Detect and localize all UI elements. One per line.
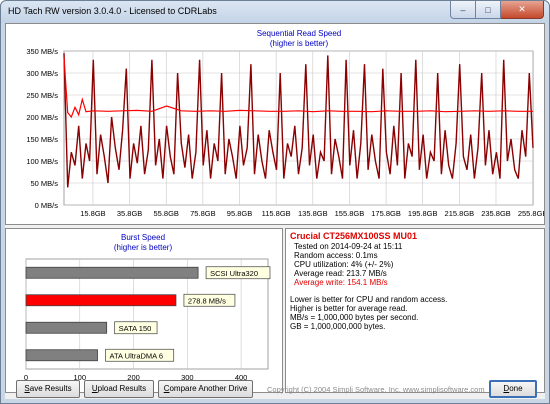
- seq-y-tick-label: 350 MB/s: [26, 47, 58, 56]
- seq-series-line: [63, 57, 533, 119]
- minimize-icon: –: [460, 4, 466, 15]
- seq-plot-area: [63, 50, 534, 206]
- burst-bar-label: 278.8 MB/s: [188, 296, 226, 305]
- seq-x-tick-label: 215.8GB: [445, 209, 475, 218]
- burst-bar-label: SCSI Ultra320: [210, 269, 258, 278]
- burst-bar: [25, 266, 199, 279]
- burst-bar-label-box: [183, 293, 236, 307]
- seq-x-tick-label: 75.8GB: [190, 209, 215, 218]
- compare-label-rest: ompare Another Drive: [169, 384, 248, 393]
- sequential-read-chart: Sequential Read Speed (higher is better)…: [26, 29, 544, 218]
- burst-chart-x-axis: 0 100 200 300 400: [24, 373, 247, 382]
- maximize-icon: □: [485, 4, 491, 15]
- seq-chart-subtitle: (higher is better): [270, 39, 329, 48]
- seq-x-tick-label: 155.8GB: [335, 209, 365, 218]
- seq-x-tick-label: 15.8GB: [80, 209, 105, 218]
- maximize-button[interactable]: □: [476, 1, 501, 19]
- seq-series-line: [63, 53, 534, 188]
- burst-x-tick-label: 100: [74, 373, 87, 382]
- note-cpu: Lower is better for CPU and random acces…: [290, 295, 448, 304]
- upload-accel: U: [91, 384, 98, 393]
- note-read: Higher is better for average read.: [290, 304, 408, 313]
- burst-x-tick-label: 400: [235, 373, 248, 382]
- note-gb: GB = 1,000,000,000 bytes.: [290, 322, 386, 331]
- seq-chart-x-axis: 15.8GB 35.8GB 55.8GB 75.8GB 95.8GB 115.8GB 135…: [80, 209, 544, 218]
- window-title: HD Tach RW version 3.0.4.0 - Licensed to…: [8, 6, 217, 16]
- average-write: Average write: 154.1 MB/s: [294, 278, 388, 287]
- seq-x-tick-label: 35.8GB: [117, 209, 142, 218]
- client-area: Sequential Read Speed (higher is better)…: [5, 23, 545, 399]
- seq-x-tick-label: 55.8GB: [154, 209, 179, 218]
- close-icon: ✕: [518, 4, 526, 14]
- drive-name: Crucial CT256MX100SS MU01: [290, 231, 418, 241]
- seq-y-tick-label: 100 MB/s: [26, 157, 58, 166]
- burst-x-tick-label: 0: [24, 373, 28, 382]
- compare-drive-button[interactable]: Compare Another Drive: [158, 380, 253, 398]
- title-bar[interactable]: HD Tach RW version 3.0.4.0 - Licensed to…: [1, 1, 549, 23]
- seq-chart-title: Sequential Read Speed: [257, 29, 342, 38]
- results-info-panel: Crucial CT256MX100SS MU01 Tested on 2014…: [285, 228, 545, 393]
- upload-label-rest: pload Results: [97, 384, 147, 393]
- seq-y-tick-label: 150 MB/s: [26, 135, 58, 144]
- close-button[interactable]: ✕: [501, 1, 544, 19]
- copyright-text: Copyright (C) 2004 Simpli Software, Inc.…: [267, 385, 485, 394]
- seq-y-tick-label: 300 MB/s: [26, 69, 58, 78]
- seq-x-tick-label: 135.8GB: [298, 209, 328, 218]
- cpu-utilization: CPU utilization: 4% (+/- 2%): [294, 260, 394, 269]
- burst-speed-panel: Burst Speed (higher is better) SCSI Ultr…: [5, 228, 283, 393]
- seq-x-tick-label: 175.8GB: [371, 209, 401, 218]
- seq-y-tick-label: 250 MB/s: [26, 91, 58, 100]
- sequential-read-panel: Sequential Read Speed (higher is better)…: [5, 23, 545, 225]
- note-mbs: MB/s = 1,000,000 bytes per second.: [290, 313, 419, 322]
- save-results-button[interactable]: Save Results: [16, 380, 80, 398]
- seq-chart-series: [63, 53, 534, 188]
- done-button[interactable]: Done: [489, 380, 537, 398]
- seq-chart-y-axis: 0 MB/s 50 MB/s 100 MB/s 150 MB/s 200 MB/s 250…: [26, 47, 58, 210]
- seq-x-tick-label: 115.8GB: [262, 209, 291, 218]
- burst-x-tick-label: 300: [181, 373, 194, 382]
- seq-y-tick-label: 0 MB/s: [35, 201, 59, 210]
- burst-bar-label: ATA UltraDMA 6: [110, 351, 164, 360]
- tested-on: Tested on 2014-09-24 at 15:11: [294, 242, 403, 251]
- upload-results-button[interactable]: Upload Results: [84, 380, 154, 398]
- burst-bar-label-box: [114, 321, 158, 335]
- compare-accel: C: [163, 384, 170, 393]
- seq-x-tick-label: 95.8GB: [227, 209, 252, 218]
- save-accel: S: [24, 384, 30, 393]
- burst-speed-chart: Burst Speed (higher is better) SCSI Ultr…: [24, 233, 271, 382]
- burst-chart-bars: SCSI Ultra320 278.8 MB/s SATA 150 ATA Ultra…: [25, 266, 271, 362]
- done-label-rest: one: [509, 384, 523, 393]
- burst-x-tick-label: 200: [127, 373, 140, 382]
- seq-x-tick-label: 235.8GB: [481, 209, 511, 218]
- seq-x-tick-label: 195.8GB: [408, 209, 438, 218]
- seq-y-tick-label: 50 MB/s: [30, 179, 58, 188]
- burst-bar-label-box: [205, 266, 271, 280]
- minimize-button[interactable]: –: [450, 1, 476, 19]
- burst-bar-label-box: [105, 348, 175, 362]
- done-accel: D: [503, 384, 510, 393]
- burst-chart-title: Burst Speed: [121, 233, 165, 242]
- burst-bar-label: SATA 150: [119, 324, 152, 333]
- random-access: Random access: 0.1ms: [294, 251, 378, 260]
- seq-chart-grid: [63, 50, 534, 206]
- burst-bar: [25, 349, 98, 362]
- burst-chart-subtitle: (higher is better): [114, 243, 173, 252]
- burst-bar: [25, 294, 177, 307]
- average-read: Average read: 213.7 MB/s: [294, 269, 387, 278]
- seq-x-tick-label: 255.8GB: [518, 209, 544, 218]
- save-label-rest: ave Results: [29, 384, 72, 393]
- burst-bar: [25, 321, 108, 334]
- window-controls: – □ ✕: [450, 1, 544, 19]
- seq-y-tick-label: 200 MB/s: [26, 113, 58, 122]
